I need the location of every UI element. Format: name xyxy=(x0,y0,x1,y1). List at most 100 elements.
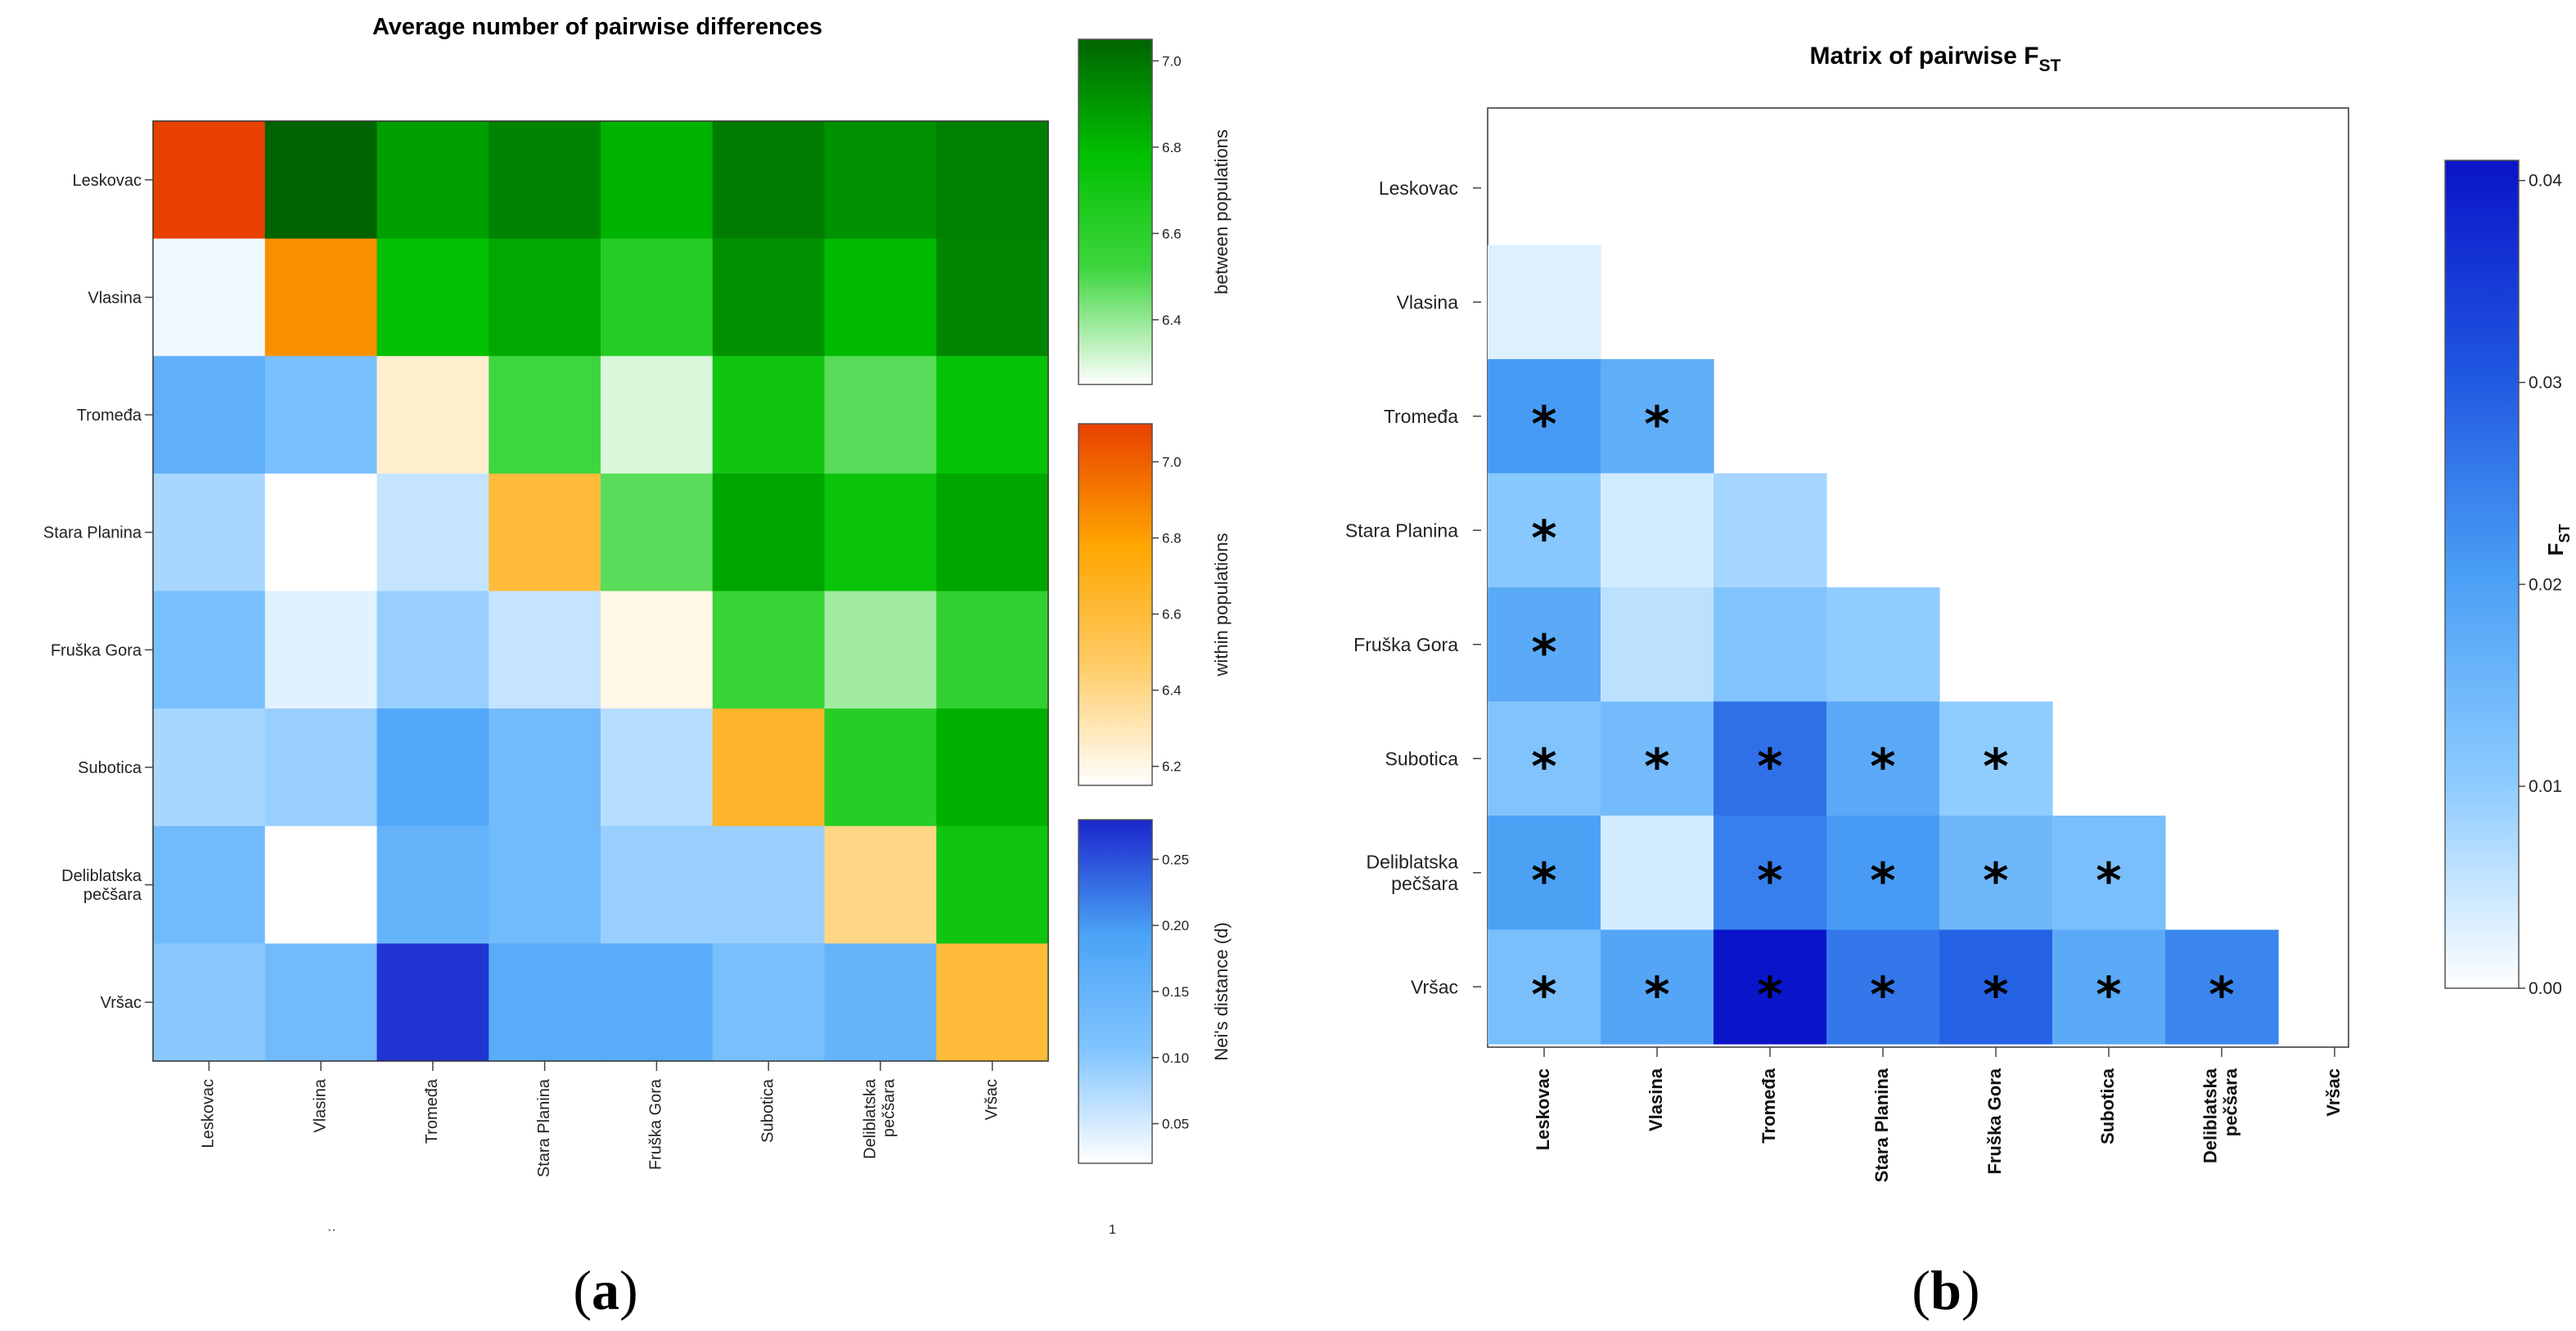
b-significance-star-5-3: * xyxy=(1870,738,1895,795)
a-cell-nei-6-1 xyxy=(264,825,378,944)
a-cell-within-3-3 xyxy=(489,473,601,592)
b-cell-4-2 xyxy=(1714,587,1827,703)
a-cell-within-1-1 xyxy=(264,238,378,357)
a-cell-nei-7-5 xyxy=(712,943,826,1062)
b-row-label-trome-a: Tromeđa xyxy=(1384,406,1458,427)
b-colorbar-fst xyxy=(2444,160,2520,989)
a-cell-between-4-6 xyxy=(824,591,937,709)
b-significance-star-6-2: * xyxy=(1757,852,1782,910)
a-cell-nei-2-1 xyxy=(264,356,378,474)
a-cell-between-0-6 xyxy=(824,121,937,240)
a-col-label-vr-ac: Vršac xyxy=(983,1079,1001,1120)
b-significance-star-7-1: * xyxy=(1644,966,1669,1023)
b-significance-star-7-6: * xyxy=(2209,966,2234,1023)
b-cell-4-3 xyxy=(1826,587,1940,703)
a-cell-between-0-2 xyxy=(376,121,489,240)
a-cell-between-1-5 xyxy=(712,238,826,357)
b-significance-star-6-0: * xyxy=(1531,852,1556,910)
a-cell-between-2-7 xyxy=(936,356,1049,474)
b-col-label-deliblatska-pe-ara: Deliblatskapečšara xyxy=(2200,1068,2240,1163)
b-significance-star-4-0: * xyxy=(1531,624,1556,681)
a-cell-nei-6-3 xyxy=(489,825,601,944)
a-colorbar-between-label: between populations xyxy=(1211,129,1232,295)
b-cell-7-4 xyxy=(1939,929,2053,1045)
b-cell-6-4 xyxy=(1939,816,2053,931)
b-significance-star-2-0: * xyxy=(1531,396,1556,453)
a-cell-nei-4-2 xyxy=(376,591,489,709)
b-cell-7-1 xyxy=(1601,929,1714,1045)
a-cell-between-0-3 xyxy=(489,121,601,240)
b-colorbar-label: FST xyxy=(2543,524,2573,556)
a-colorbar-within-tick-label-3: 6.8 xyxy=(1162,531,1182,546)
a-cell-between-2-4 xyxy=(601,356,714,474)
a-colorbar-between xyxy=(1078,38,1153,385)
a-cell-nei-5-3 xyxy=(489,708,601,827)
a-row-label-stara-planina: Stara Planina xyxy=(43,524,142,542)
panel-b-title: Matrix of pairwise FST xyxy=(1810,43,2061,75)
b-col-label-vr-ac: Vršac xyxy=(2323,1068,2344,1117)
b-cell-6-1 xyxy=(1601,816,1714,931)
b-row-label-vlasina: Vlasina xyxy=(1397,291,1459,313)
a-row-label-leskovac: Leskovac xyxy=(73,172,142,190)
panel-b: Matrix of pairwise FST * **** * * * ** * * * ** * *… xyxy=(1345,43,2573,1321)
a-cell-nei-5-4 xyxy=(601,708,714,827)
a-cell-within-5-5 xyxy=(712,708,826,827)
panel-a: Average number of pairwise differences L… xyxy=(43,14,1232,1321)
a-colorbar-nei xyxy=(1078,819,1153,1164)
a-cell-nei-7-3 xyxy=(489,943,601,1062)
a-colorbar-nei-tick-label-0: 0.05 xyxy=(1162,1117,1189,1132)
b-cell-4-1 xyxy=(1601,587,1714,703)
b-cell-7-5 xyxy=(2052,929,2166,1045)
panel-a-col-labels: Leskovac Vlasina Tromeđa Stara Planina Frušk… xyxy=(200,1061,1001,1177)
b-significance-star-5-2: * xyxy=(1757,738,1782,795)
panel-a-heatmap xyxy=(153,121,1049,1062)
a-cell-nei-7-0 xyxy=(153,943,266,1062)
a-colorbar-between-tick-label-1: 6.6 xyxy=(1162,226,1182,241)
b-cell-7-0 xyxy=(1488,929,1601,1045)
b-cell-4-0 xyxy=(1488,587,1601,703)
a-colorbar-within-tick-label-2: 6.6 xyxy=(1162,607,1182,623)
a-cell-nei-3-2 xyxy=(376,473,489,592)
b-significance-star-7-2: * xyxy=(1757,966,1782,1023)
panel-a-colorbars: 6.4 6.6 6.8 7.0 between populations 6.2 6.4 6.6… xyxy=(1078,38,1232,1164)
b-col-label-stara-planina: Stara Planina xyxy=(1871,1068,1892,1182)
b-significance-star-5-1: * xyxy=(1644,738,1669,795)
panel-b-significance-stars: * * * * * * * * * * * * * * * * * * * * * xyxy=(1531,396,2234,1024)
a-cell-between-0-4 xyxy=(601,121,714,240)
a-cell-between-1-2 xyxy=(376,238,489,357)
b-cell-6-0 xyxy=(1488,816,1601,931)
a-colorbar-between-tick-label-2: 6.8 xyxy=(1162,140,1182,155)
b-col-label-trome-a: Tromeđa xyxy=(1759,1068,1779,1143)
a-cell-between-3-5 xyxy=(712,473,826,592)
a-cell-between-2-5 xyxy=(712,356,826,474)
a-cell-nei-7-1 xyxy=(264,943,378,1062)
a-cell-nei-6-4 xyxy=(601,825,714,944)
panel-a-title: Average number of pairwise differences xyxy=(372,14,822,40)
b-cell-7-2 xyxy=(1714,929,1827,1045)
a-row-label-fru-ka-gora: Fruška Gora xyxy=(51,641,142,659)
b-cell-5-4 xyxy=(1939,701,2053,816)
a-cell-nei-7-6 xyxy=(824,943,937,1062)
a-colorbar-nei-tick-label-3: 0.20 xyxy=(1162,918,1189,933)
a-cell-nei-4-0 xyxy=(153,591,266,709)
b-significance-star-7-4: * xyxy=(1983,966,2008,1023)
a-cell-nei-4-1 xyxy=(264,591,378,709)
b-col-label-fru-ka-gora: Fruška Gora xyxy=(1984,1068,2005,1174)
a-cell-between-2-3 xyxy=(489,356,601,474)
a-cell-between-1-3 xyxy=(489,238,601,357)
b-cell-3-2 xyxy=(1714,473,1827,588)
panel-b-colorbar: 0.00 0.01 0.02 0.03 0.04 FST xyxy=(2444,160,2573,998)
b-significance-star-7-0: * xyxy=(1531,966,1556,1023)
a-cell-nei-3-0 xyxy=(153,473,266,592)
b-cell-3-1 xyxy=(1601,473,1714,588)
b-cell-6-5 xyxy=(2052,816,2166,931)
b-significance-star-7-5: * xyxy=(2096,966,2121,1023)
b-row-label-subotica: Subotica xyxy=(1385,748,1458,769)
b-cell-5-3 xyxy=(1826,701,1940,816)
b-cell-1-0 xyxy=(1488,245,1601,360)
b-significance-star-5-0: * xyxy=(1531,738,1556,795)
b-significance-star-6-3: * xyxy=(1870,852,1895,910)
a-cell-between-1-7 xyxy=(936,238,1049,357)
b-row-label-stara-planina: Stara Planina xyxy=(1345,519,1458,541)
panel-a-caption: (a) xyxy=(573,1259,637,1321)
